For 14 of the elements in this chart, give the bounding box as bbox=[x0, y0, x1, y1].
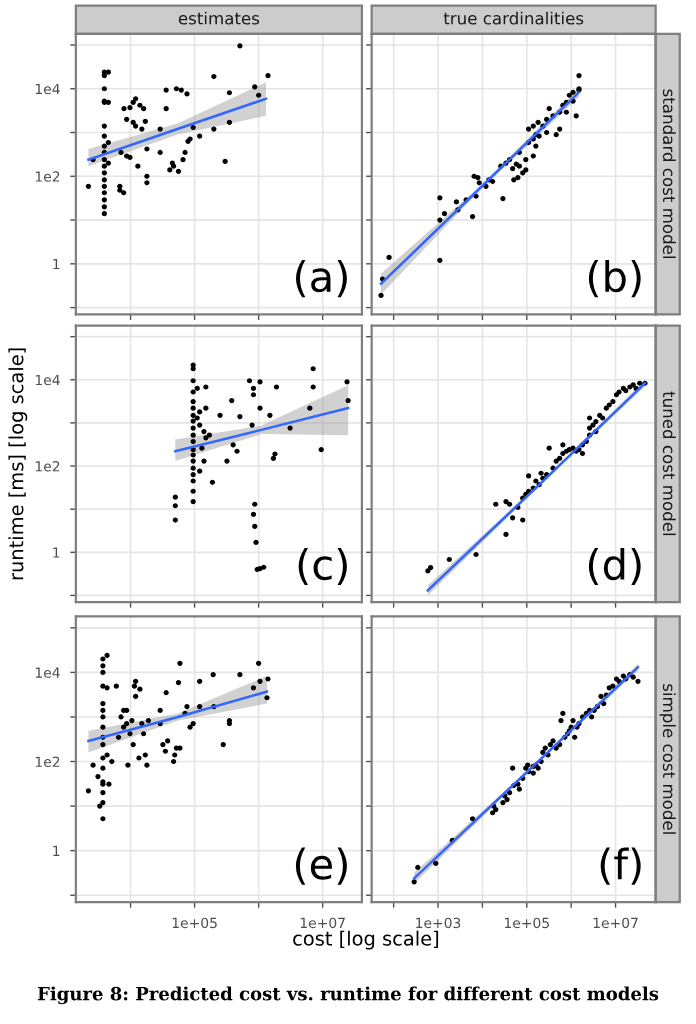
annotation: (b) bbox=[588, 260, 641, 298]
chart-title: estimates bbox=[178, 11, 260, 25]
y2-axis-title: standard cost model bbox=[662, 89, 676, 259]
x-axis-title: cost [log scale] bbox=[293, 930, 439, 950]
y-axis-title: runtime [ms] [log scale] bbox=[8, 348, 28, 580]
chart-title: true cardinalities bbox=[443, 11, 584, 25]
caption: Figure 8: Predicted cost vs. runtime for different cost models bbox=[37, 986, 659, 1005]
y2-axis-title: tuned cost model bbox=[662, 391, 676, 536]
annotation: (f) bbox=[600, 847, 641, 885]
annotation: (e) bbox=[295, 847, 347, 885]
annotation: (d) bbox=[588, 547, 641, 586]
annotation: (a) bbox=[296, 260, 347, 298]
annotation: (c) bbox=[298, 548, 347, 586]
y2-axis-title: simple cost model bbox=[659, 684, 676, 834]
